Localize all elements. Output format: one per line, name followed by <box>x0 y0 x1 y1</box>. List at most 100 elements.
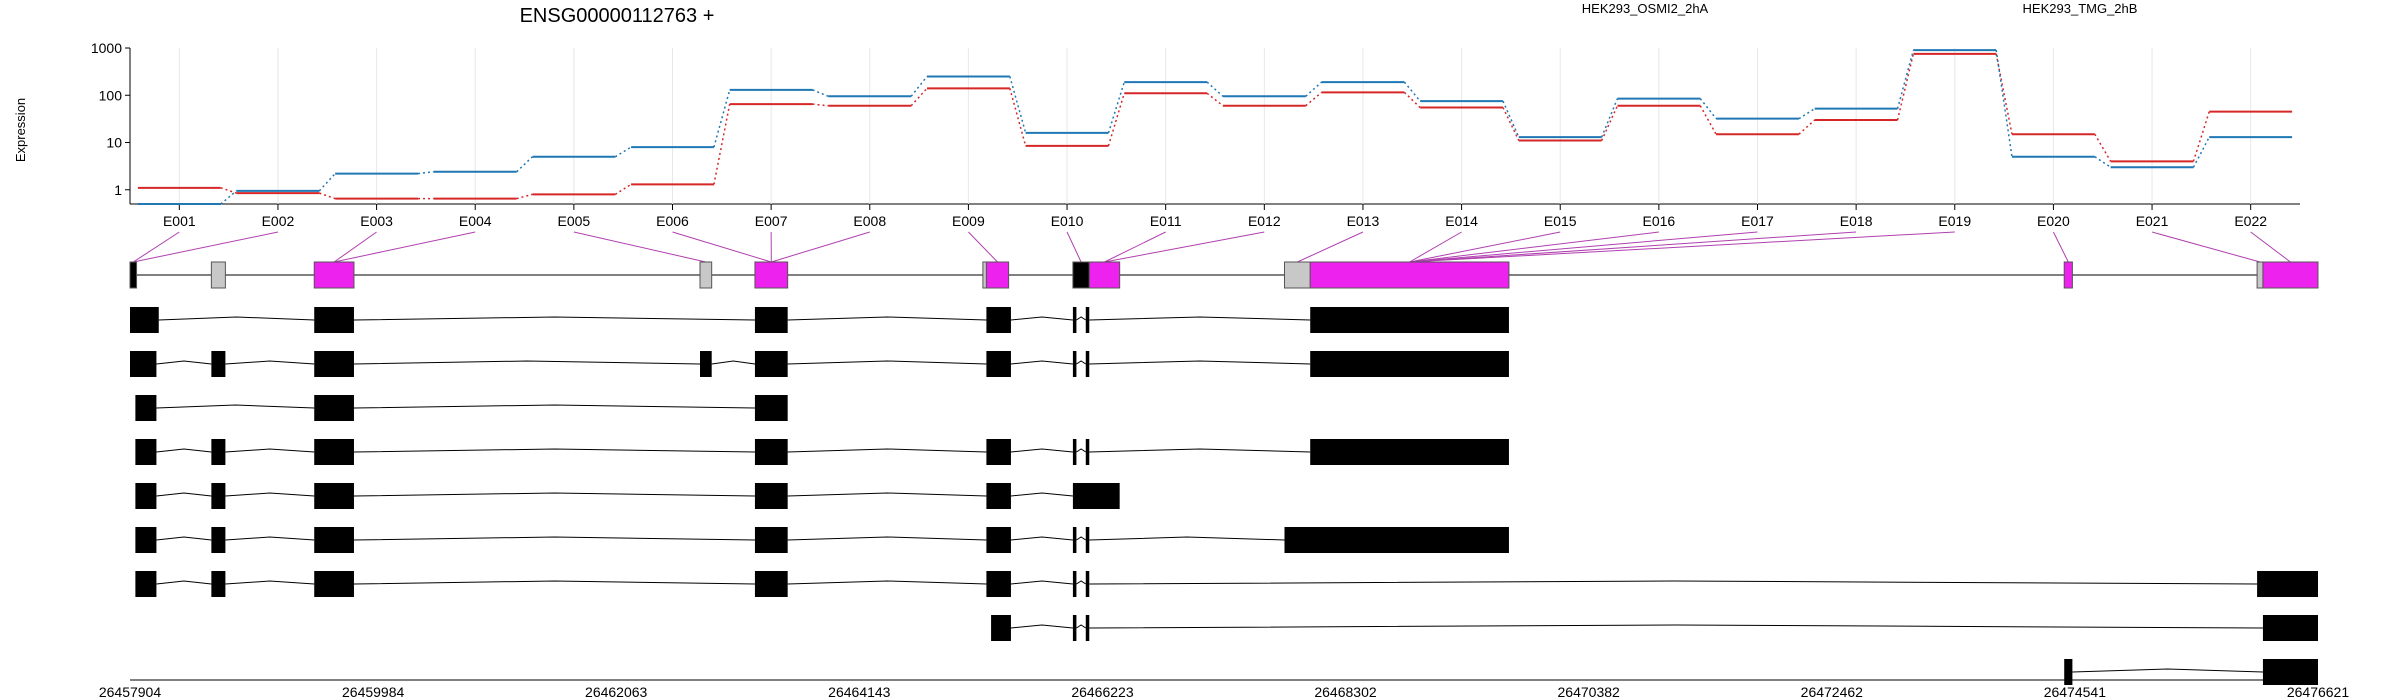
transcript-exon <box>754 307 788 333</box>
transcript-exon <box>314 527 354 553</box>
series-0-connector <box>1995 53 2013 135</box>
exon-box <box>1309 261 1510 289</box>
transcript-exon <box>1085 527 1090 553</box>
series-1-connector <box>2192 136 2210 168</box>
intron-line <box>353 536 755 541</box>
exon-box <box>2256 261 2264 289</box>
y-tick-label: 1 <box>114 182 122 198</box>
intron-line <box>353 580 755 585</box>
transcript-exon <box>699 351 712 377</box>
genomic-tick-label: 26474541 <box>2044 684 2107 700</box>
intron-line <box>225 360 315 365</box>
x-tick-label: E014 <box>1445 213 1478 229</box>
intron-line <box>1010 448 1073 453</box>
intron-line <box>225 448 315 453</box>
series-1-connector <box>1699 98 1717 120</box>
intron-line <box>353 404 755 409</box>
transcript-exon <box>314 483 354 509</box>
series-1-connector <box>1206 81 1224 97</box>
x-tick-label: E010 <box>1051 213 1084 229</box>
series-0-connector <box>1206 92 1224 107</box>
x-tick-label: E016 <box>1643 213 1676 229</box>
intron-line <box>156 360 212 365</box>
exon-connector <box>1066 231 1082 263</box>
y-tick-label: 10 <box>106 135 122 151</box>
transcript-exon <box>135 483 157 509</box>
transcript-exon <box>991 615 1011 641</box>
transcript-exon <box>135 439 157 465</box>
transcript-exon <box>986 571 1011 597</box>
y-tick-label: 1000 <box>91 40 122 56</box>
x-tick-label: E008 <box>853 213 886 229</box>
transcript-exon <box>1072 351 1077 377</box>
transcript-exon <box>211 483 226 509</box>
intron-line <box>787 316 987 321</box>
exon-connector <box>1409 231 1758 263</box>
transcript-exon <box>1072 615 1077 641</box>
intron-line <box>225 536 315 541</box>
transcript-exon <box>314 439 354 465</box>
exon-connector <box>2250 231 2291 263</box>
exon-box <box>699 261 713 289</box>
transcript-exon <box>1085 351 1090 377</box>
x-tick-label: E011 <box>1150 213 1182 229</box>
series-0-connector <box>220 187 237 194</box>
exon-connector <box>333 231 377 263</box>
intron-line <box>353 448 755 453</box>
transcript-exon <box>314 395 354 421</box>
transcript-exon <box>135 527 157 553</box>
series-0-connector <box>2094 133 2112 162</box>
intron-line <box>156 448 212 453</box>
series-1-connector <box>1502 100 1520 138</box>
exon-connector <box>771 231 870 263</box>
exon-box <box>2063 261 2073 289</box>
x-tick-label: E001 <box>163 213 196 229</box>
chart-title: ENSG00000112763 + <box>520 5 715 27</box>
transcript-exon <box>135 395 157 421</box>
transcript-exon <box>986 527 1011 553</box>
x-tick-label: E003 <box>360 213 393 229</box>
exon-connector <box>968 231 998 263</box>
transcript-exon <box>1072 483 1120 509</box>
exon-connector <box>334 231 476 263</box>
transcript-exon <box>754 483 788 509</box>
series-1-connector <box>910 75 928 97</box>
transcript-exon <box>1310 307 1509 333</box>
series-0-connector <box>1107 93 1125 147</box>
legend-entry-osmi2: HEK293_OSMI2_2hA <box>1582 1 1709 16</box>
exon-box <box>313 261 355 289</box>
exon-connector <box>1104 231 1166 263</box>
transcript-exon <box>754 571 788 597</box>
transcript-exon <box>130 351 157 377</box>
exon-box <box>210 261 226 289</box>
exon-connector <box>2151 231 2261 263</box>
transcript-exon <box>1310 439 1509 465</box>
series-0-connector <box>1305 91 1323 107</box>
series-0-connector <box>1403 91 1421 109</box>
exon-connector <box>1409 231 1659 263</box>
plot-area: 1000 100 10 1 E001 E002 E003 E004 E005 E006 E007 E0… <box>91 40 2350 700</box>
exon-connector <box>573 231 706 263</box>
genomic-tick-label: 26470382 <box>1558 684 1621 700</box>
intron-line <box>1089 316 1311 321</box>
intron-line <box>787 448 987 453</box>
intron-line <box>1089 360 1311 365</box>
transcript-exon <box>211 439 226 465</box>
series-1-connector <box>417 171 434 175</box>
transcript-exon <box>130 307 159 333</box>
series-1-connector <box>713 89 731 148</box>
x-tick-label: E018 <box>1840 213 1873 229</box>
transcript-exon <box>1072 527 1077 553</box>
transcript-exon <box>1085 307 1090 333</box>
exon-box <box>2262 261 2319 289</box>
exon-connector <box>1409 231 1462 263</box>
x-tick-label: E004 <box>459 213 492 229</box>
exon-box <box>1088 261 1121 289</box>
intron-line <box>156 580 212 585</box>
exon-connector <box>1409 231 1857 263</box>
exon-connector <box>2052 231 2069 263</box>
series-0-connector <box>319 192 336 200</box>
intron-line <box>1076 448 1087 453</box>
intron-line <box>1010 580 1073 585</box>
exon-box <box>982 261 987 289</box>
